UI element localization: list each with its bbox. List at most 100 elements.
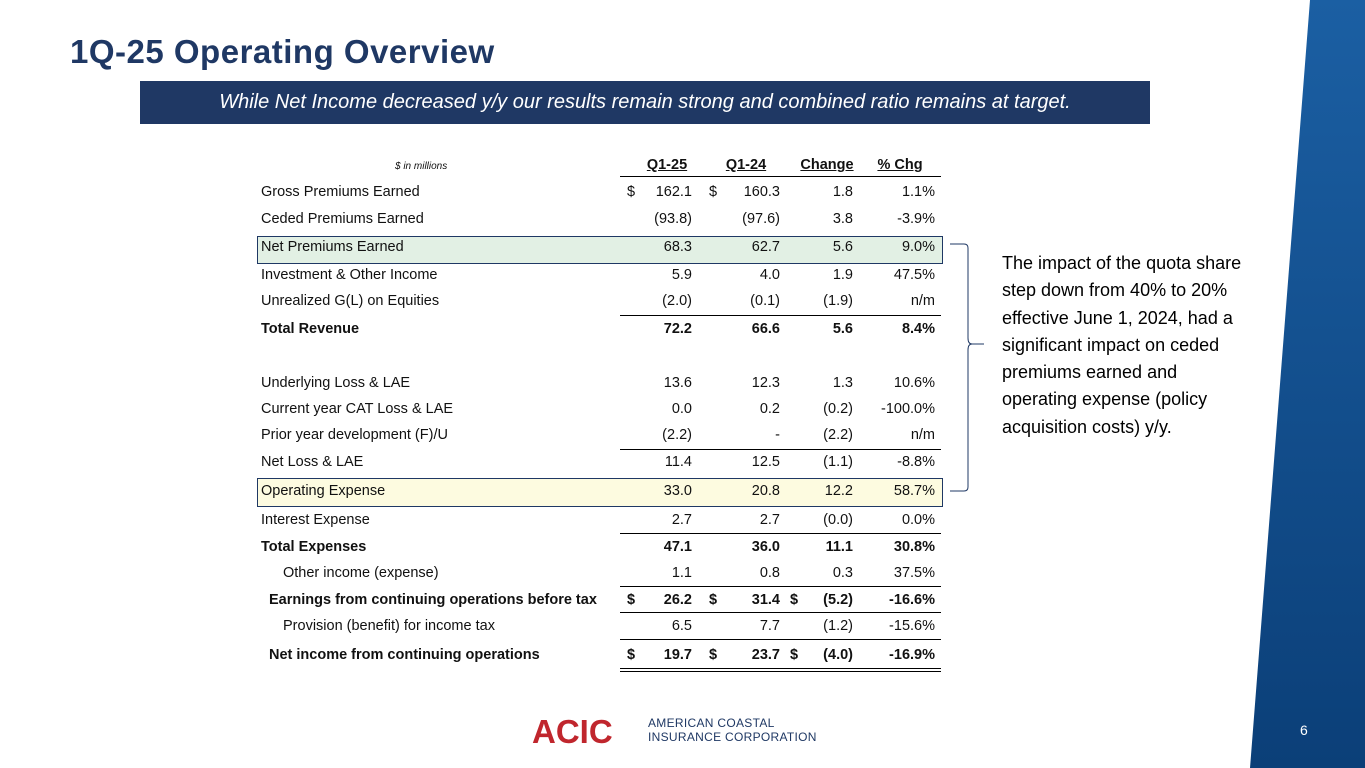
cell-change: (1.2)	[823, 618, 853, 634]
table-rule	[620, 639, 941, 640]
cell-change: 11.1	[825, 539, 853, 555]
cell-q125: 11.4	[664, 454, 692, 470]
cell-q124: 2.7	[759, 512, 780, 528]
cell-q125: (2.2)	[662, 427, 692, 443]
cell-d1	[627, 370, 643, 396]
cell-pct: 37.5%	[893, 565, 935, 581]
cell-q125: 13.6	[663, 375, 692, 391]
cell-d2	[709, 262, 725, 288]
table-rule	[620, 671, 941, 672]
cell-d2	[709, 534, 725, 560]
row-label: Total Expenses	[261, 539, 367, 555]
cell-d1	[627, 449, 643, 475]
cell-d2	[709, 234, 725, 260]
row-label: Total Revenue	[261, 321, 360, 337]
cell-q124: 4.0	[759, 267, 780, 283]
company-name-line2: INSURANCE CORPORATION	[648, 729, 817, 744]
cell-pct: 8.4%	[901, 321, 935, 337]
cell-pct: -16.9%	[889, 647, 935, 663]
row-label: Earnings from continuing operations befo…	[269, 592, 597, 608]
cell-q125: 26.2	[663, 592, 692, 608]
cell-d1	[627, 422, 643, 448]
cell-q125: 33.0	[663, 483, 692, 499]
slide-title: 1Q-25 Operating Overview	[70, 33, 495, 70]
cell-d1	[627, 396, 643, 422]
table-rule	[620, 533, 941, 534]
cell-change: 1.9	[832, 267, 853, 283]
cell-q124: (97.6)	[742, 211, 780, 227]
cell-d2	[709, 396, 725, 422]
cell-d1	[627, 262, 643, 288]
cell-change: (2.2)	[823, 427, 853, 443]
row-label: Underlying Loss & LAE	[261, 375, 411, 391]
cell-q124: (0.1)	[750, 293, 780, 309]
cell-q125: 47.1	[663, 539, 692, 555]
cell-d1	[627, 316, 643, 342]
cell-d1	[627, 560, 643, 586]
cell-pct: 0.0%	[901, 512, 935, 528]
cell-q125: 6.5	[671, 618, 692, 634]
cell-q125: 2.7	[671, 512, 692, 528]
cell-change: 5.6	[832, 239, 853, 255]
bracket-icon	[950, 243, 984, 492]
row-label: Net Premiums Earned	[261, 239, 404, 255]
cell-pct: -15.6%	[889, 618, 935, 634]
cell-q124: 7.7	[759, 618, 780, 634]
cell-change: 0.3	[832, 565, 853, 581]
cell-pct: n/m	[910, 293, 935, 309]
table-rule	[620, 176, 941, 177]
cell-d1	[627, 613, 643, 639]
row-label: Net income from continuing operations	[269, 647, 540, 663]
cell-d1	[627, 288, 643, 314]
cell-q125: (93.8)	[654, 211, 692, 227]
col-header-q124: Q1-24	[725, 157, 767, 173]
table-rule	[620, 315, 941, 316]
cell-pct: -8.8%	[897, 454, 935, 470]
cell-change: (1.9)	[823, 293, 853, 309]
cell-change: 5.6	[832, 321, 853, 337]
company-name-line1: AMERICAN COASTAL	[648, 716, 775, 730]
col-header-change: Change	[800, 157, 854, 173]
row-label: Unrealized G(L) on Equities	[261, 293, 440, 309]
cell-q124: 36.0	[751, 539, 780, 555]
cell-pct: n/m	[910, 427, 935, 443]
cell-pct: 9.0%	[901, 239, 935, 255]
decorative-side-band	[1250, 0, 1365, 768]
subtitle-banner: While Net Income decreased y/y our resul…	[140, 81, 1150, 124]
cell-d1: $	[627, 184, 636, 200]
table-rule	[620, 668, 941, 669]
cell-q124: 160.3	[743, 184, 780, 200]
cell-q125: 0.0	[671, 401, 692, 417]
cell-d2: $	[709, 184, 718, 200]
cell-change: (5.2)	[823, 592, 853, 608]
net-premiums-highlight	[257, 236, 943, 264]
cell-q125: (2.0)	[662, 293, 692, 309]
svg-text:ACIC: ACIC	[532, 716, 613, 746]
cell-d2	[709, 560, 725, 586]
cell-d2	[709, 370, 725, 396]
acic-logo-mark: ACIC	[532, 716, 613, 746]
cell-q124: 66.6	[751, 321, 780, 337]
cell-q125: 68.3	[663, 239, 692, 255]
cell-change: (1.1)	[823, 454, 853, 470]
row-label: Other income (expense)	[283, 565, 439, 581]
cell-pct: 1.1%	[901, 184, 935, 200]
row-label: Current year CAT Loss & LAE	[261, 401, 454, 417]
row-label: Gross Premiums Earned	[261, 184, 420, 200]
cell-q124: 0.2	[759, 401, 780, 417]
cell-d2	[709, 613, 725, 639]
cell-q125: 72.2	[663, 321, 692, 337]
cell-q124: 12.5	[751, 454, 780, 470]
cell-q125: 162.1	[655, 184, 692, 200]
cell-d1	[627, 234, 643, 260]
cell-pct: -3.9%	[897, 211, 935, 227]
row-label: Net Loss & LAE	[261, 454, 364, 470]
cell-d1: $	[627, 647, 636, 663]
table-rule	[620, 586, 941, 587]
cell-q124: 23.7	[751, 647, 780, 663]
explanatory-note: The impact of the quota share step down …	[1002, 253, 1242, 437]
cell-d2	[709, 288, 725, 314]
cell-d2	[709, 206, 725, 232]
financial-table: $ in millions Q1-25 Q1-24 Change % Chg G…	[257, 150, 947, 672]
cell-d1: $	[627, 592, 636, 608]
